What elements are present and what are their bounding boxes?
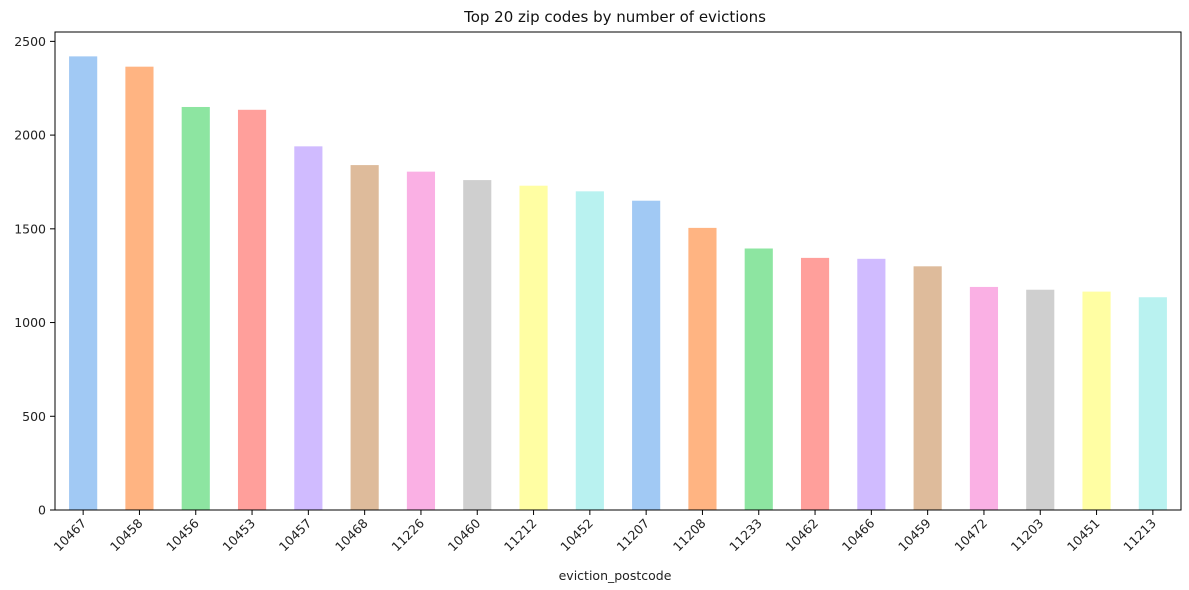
bar-10451: [1082, 291, 1111, 510]
x-tick-label: 10452: [557, 516, 596, 555]
x-tick-label: 10472: [951, 516, 990, 555]
bar-10468: [350, 165, 379, 510]
bar-11233: [744, 248, 773, 510]
bar-10456: [181, 106, 210, 510]
x-tick-label: 10458: [107, 515, 146, 554]
bar-10467: [69, 56, 98, 511]
x-tick-label: 10460: [445, 515, 484, 554]
bar-10457: [294, 146, 323, 510]
bar-10452: [575, 191, 604, 511]
bar-10460: [463, 180, 492, 510]
y-tick-label: 1000: [14, 315, 46, 330]
x-tick-label: 11212: [501, 516, 540, 555]
bar-11213: [1138, 297, 1167, 510]
y-tick-label: 2500: [14, 34, 46, 49]
bar-10458: [125, 66, 154, 510]
x-tick-label: 10466: [839, 515, 878, 554]
x-tick-label: 10453: [219, 516, 258, 555]
bar-10462: [800, 257, 830, 510]
x-tick-label: 10468: [332, 515, 371, 554]
x-tick-label: 10456: [163, 515, 202, 554]
bar-10472: [969, 286, 999, 510]
x-tick-label: 10467: [51, 516, 90, 555]
bar-11203: [1026, 289, 1055, 510]
y-tick-label: 2000: [14, 128, 46, 143]
plot-frame: [54, 31, 1182, 511]
x-tick-label: 11208: [670, 515, 709, 554]
y-tick-label: 500: [22, 409, 46, 424]
y-axis: 0 500 1000 1500 2000 2500: [14, 34, 55, 518]
y-tick-label: 1500: [14, 221, 46, 236]
x-axis-title: eviction_postcode: [559, 568, 672, 583]
x-tick-label: 11203: [1008, 516, 1047, 555]
bar-10459: [913, 266, 942, 510]
x-tick-label: 11226: [388, 515, 427, 554]
x-tick-label: 11213: [1120, 516, 1159, 555]
x-tick-label: 10451: [1064, 516, 1103, 555]
bar-11207: [632, 200, 661, 511]
bar-10453: [237, 109, 267, 510]
x-tick-label: 10459: [895, 515, 934, 554]
x-axis: 10467 10458 10456 10453 10457 10468 11226 10460…: [51, 510, 1159, 554]
bar-11212: [519, 185, 548, 510]
bars-group: [69, 56, 1167, 511]
x-tick-label: 11233: [726, 516, 765, 555]
chart-title: Top 20 zip codes by number of evictions: [463, 8, 766, 26]
bar-11226: [406, 171, 436, 510]
y-tick-label: 0: [38, 503, 46, 518]
x-tick-label: 10462: [782, 516, 821, 555]
bar-10466: [857, 258, 886, 510]
x-tick-label: 10457: [276, 516, 315, 555]
x-tick-label: 11207: [614, 516, 653, 555]
bar-11208: [688, 227, 717, 510]
